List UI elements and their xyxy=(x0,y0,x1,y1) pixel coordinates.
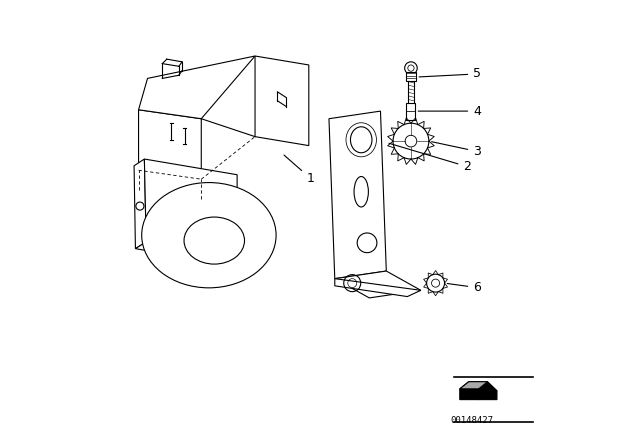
Polygon shape xyxy=(335,271,421,298)
Ellipse shape xyxy=(354,177,369,207)
Polygon shape xyxy=(145,159,237,258)
Polygon shape xyxy=(139,110,202,199)
Circle shape xyxy=(357,233,377,253)
Ellipse shape xyxy=(184,217,244,264)
Polygon shape xyxy=(136,242,237,264)
Polygon shape xyxy=(406,72,417,81)
Text: 3: 3 xyxy=(431,142,481,158)
Ellipse shape xyxy=(141,182,276,288)
Text: 00148427: 00148427 xyxy=(451,416,494,425)
Polygon shape xyxy=(460,382,497,400)
Text: 4: 4 xyxy=(418,104,481,118)
Circle shape xyxy=(405,135,417,147)
Polygon shape xyxy=(479,389,497,400)
Text: 6: 6 xyxy=(447,281,481,294)
Polygon shape xyxy=(406,103,415,120)
Circle shape xyxy=(393,123,429,159)
Ellipse shape xyxy=(351,127,372,153)
Text: 2: 2 xyxy=(389,143,471,173)
Circle shape xyxy=(427,274,445,292)
Polygon shape xyxy=(134,159,146,249)
Circle shape xyxy=(404,62,417,74)
Polygon shape xyxy=(329,111,387,279)
Text: 5: 5 xyxy=(419,67,481,81)
Polygon shape xyxy=(460,382,488,389)
Text: 1: 1 xyxy=(284,155,314,185)
Polygon shape xyxy=(139,56,255,119)
Polygon shape xyxy=(255,56,309,146)
Polygon shape xyxy=(335,279,421,297)
